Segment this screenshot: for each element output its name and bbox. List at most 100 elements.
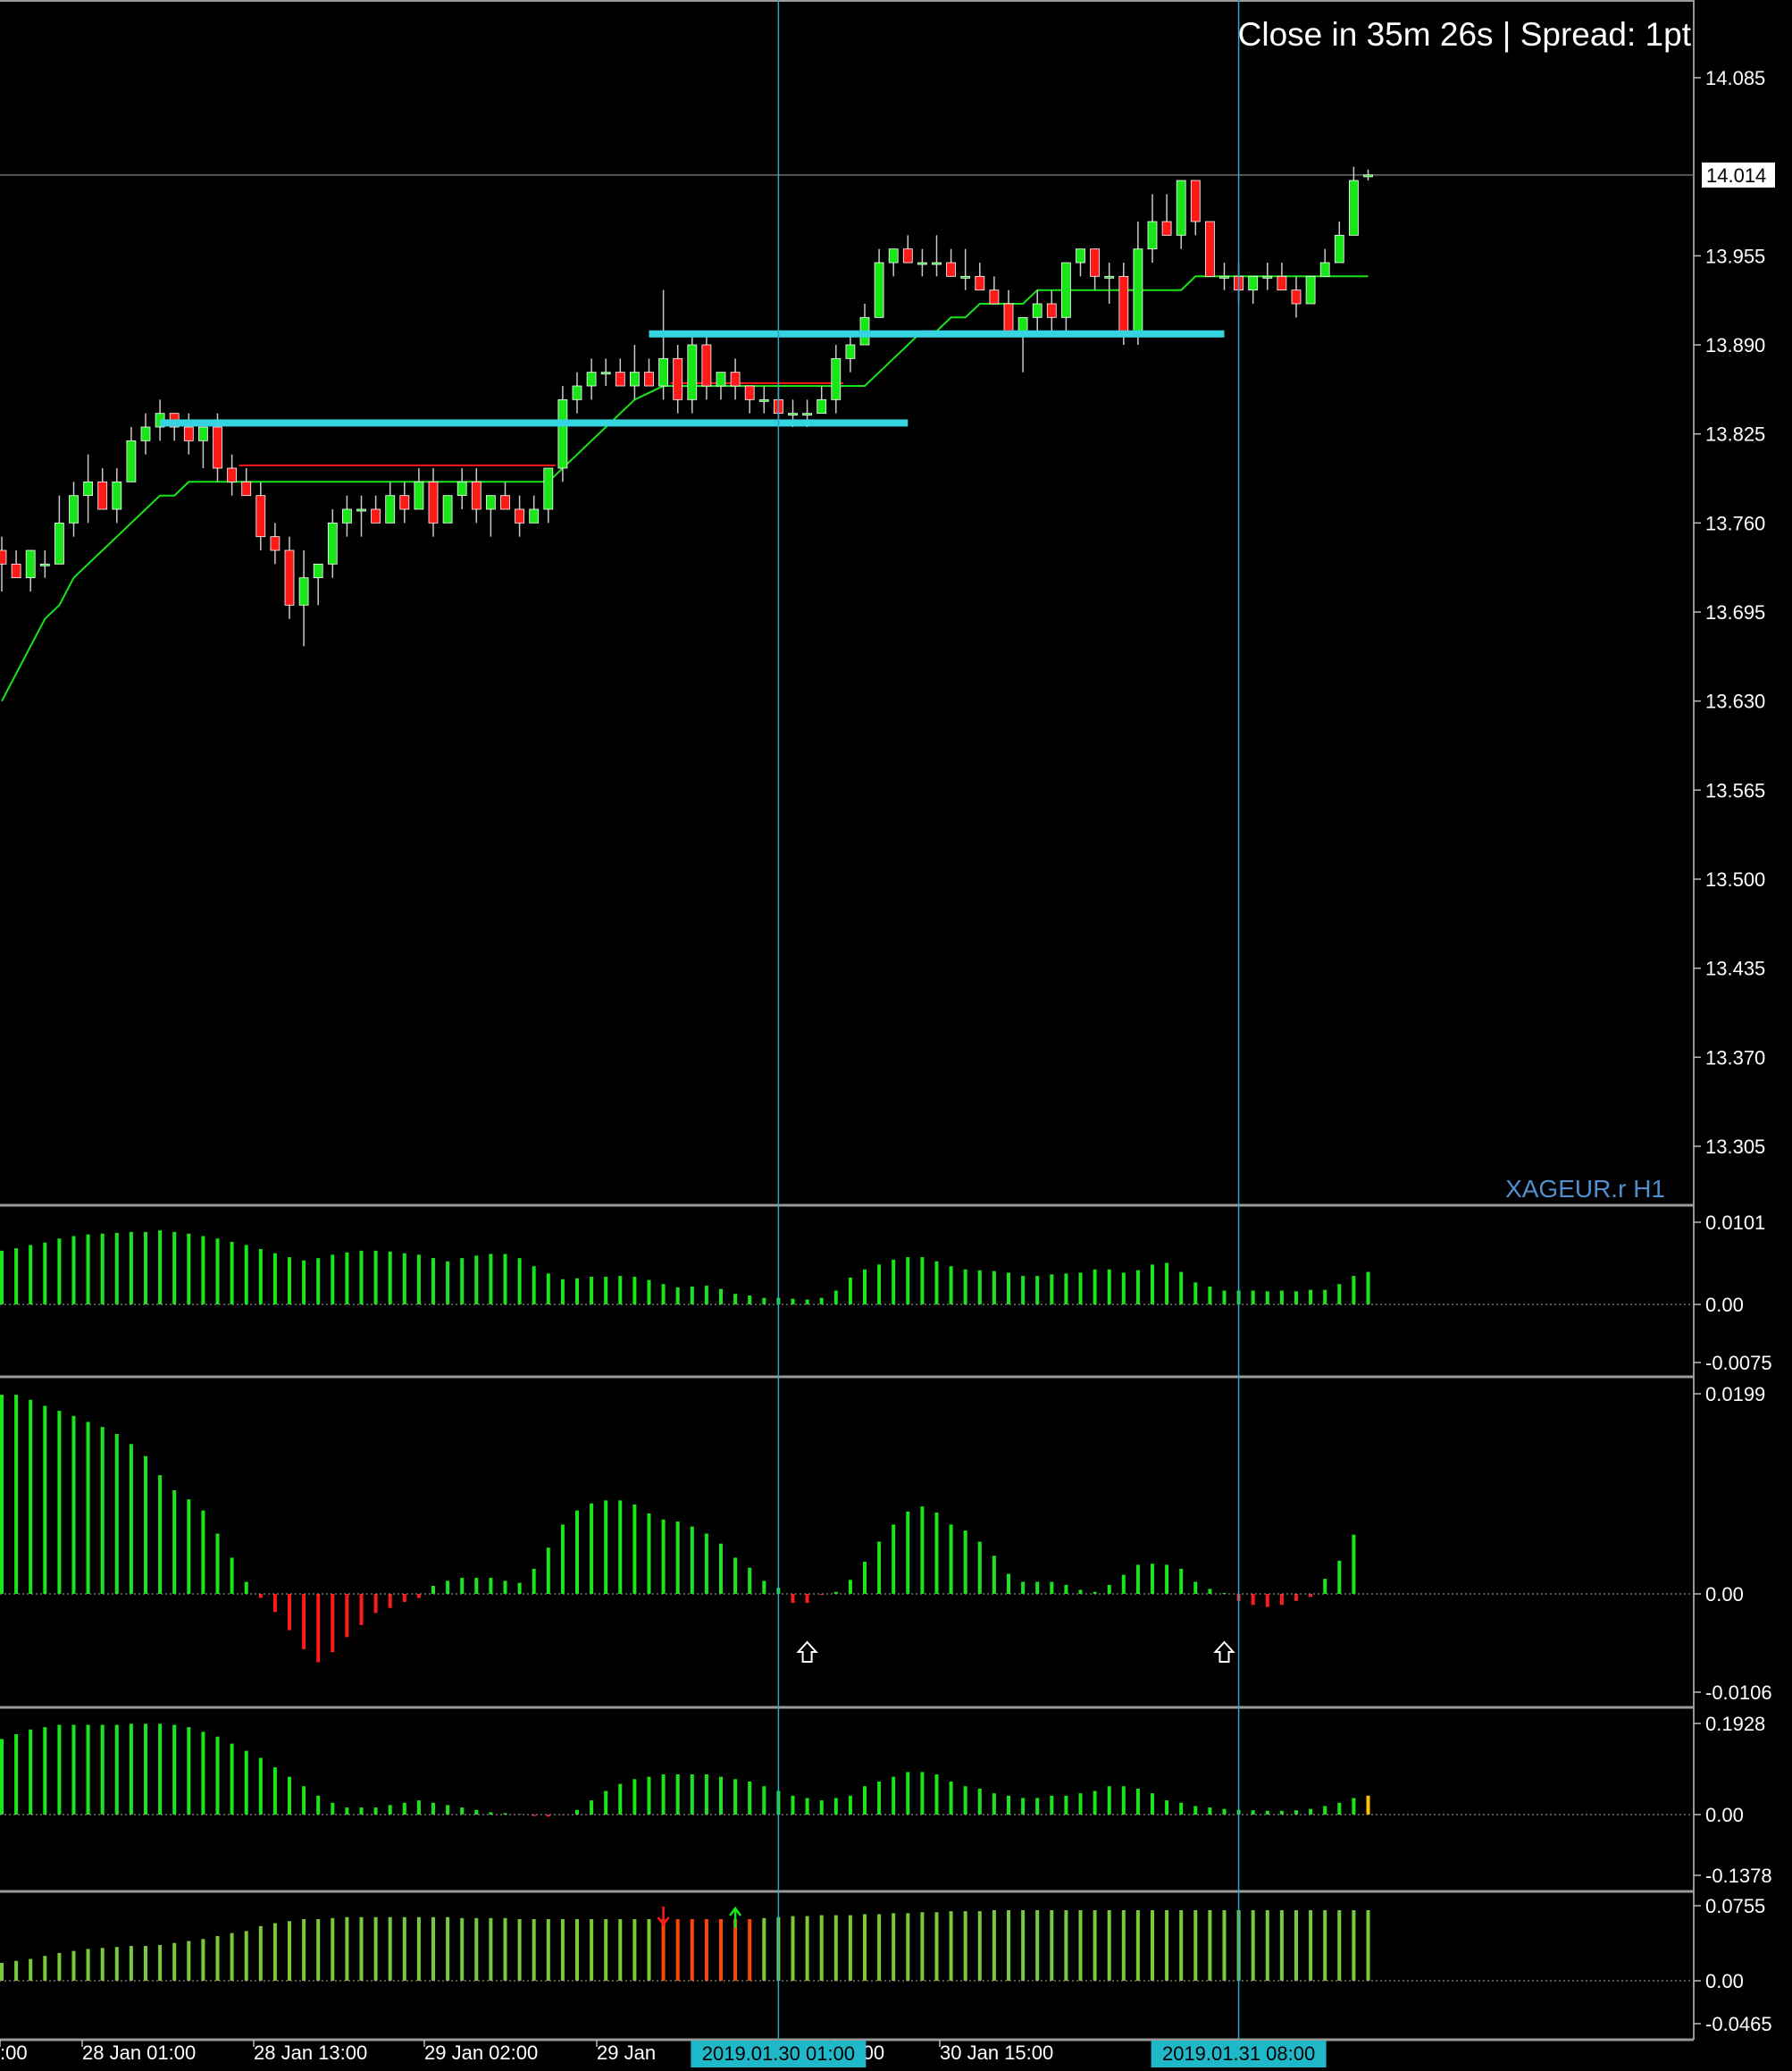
bull-candle (874, 262, 884, 318)
bull-candle (456, 481, 467, 497)
indicator-tick-label: 0.0199 (1705, 1383, 1765, 1405)
bull-candle (1147, 221, 1158, 250)
bull-candle (917, 262, 927, 265)
bull-candle (1219, 275, 1229, 279)
bear-candle (1161, 221, 1172, 236)
price-tick-label: 13.825 (1705, 423, 1765, 446)
price-tick-label: 13.955 (1705, 245, 1765, 267)
time-tick-label: 29 Jan 02:00 (424, 2042, 538, 2064)
bear-candle (371, 508, 381, 524)
vertical-lines (777, 0, 1240, 2040)
bear-candle (1090, 248, 1100, 277)
bull-candle (758, 398, 769, 402)
price-axis: 14.085 13.955 13.890 13.825 13.760 13.695 13.6… (1694, 67, 1775, 2035)
bull-candle (356, 508, 366, 512)
bull-candle (845, 344, 856, 359)
indicator-tick-label: 0.00 (1705, 1294, 1744, 1316)
bull-candle (630, 372, 640, 387)
bear-candle (11, 563, 21, 579)
bull-candle (572, 385, 582, 400)
bear-candle (227, 467, 238, 482)
bear-candle (701, 344, 712, 387)
time-axis: :00 28 Jan 01:00 28 Jan 13:00 29 Jan 02:00 2… (0, 2040, 1327, 2067)
indicator-panel-2 (0, 1395, 1694, 1663)
bear-candle (902, 248, 913, 264)
bull-candle (600, 372, 611, 375)
bear-candle (255, 495, 266, 538)
indicator-panel-3 (0, 1723, 1694, 1817)
bull-candle (802, 413, 812, 416)
time-highlight-box (1151, 2041, 1327, 2067)
bear-candle (730, 372, 741, 387)
bear-candle (284, 549, 295, 606)
bear-candle (213, 426, 222, 469)
bear-candle (1190, 180, 1201, 222)
bull-candle (197, 426, 208, 441)
indicator-tick-label: -0.0106 (1705, 1681, 1772, 1704)
indicator-tick-label: 0.00 (1705, 1583, 1744, 1606)
price-tick-label: 13.565 (1705, 779, 1765, 801)
bull-candle (298, 577, 309, 606)
bear-candle (1205, 221, 1215, 277)
bull-candle (83, 481, 93, 497)
indicator-panel-1 (0, 1230, 1694, 1305)
bear-candle (615, 372, 625, 387)
bear-candle (0, 549, 7, 565)
bear-candle (644, 372, 654, 387)
bull-candle (341, 508, 352, 524)
bull-candle (788, 413, 798, 416)
bull-candle (39, 563, 50, 566)
indicator-tick-label: 0.00 (1705, 1970, 1744, 1992)
bear-candle (241, 481, 252, 497)
bull-candle (1032, 303, 1043, 318)
indicator-tick-label: 0.0755 (1705, 1895, 1765, 1917)
bear-candle (1003, 303, 1014, 332)
bull-candle (1176, 180, 1186, 236)
price-tick-label: 13.695 (1705, 601, 1765, 624)
time-tick-label: 30 Jan 15:00 (940, 2042, 1053, 2064)
bull-candle (385, 495, 396, 524)
bear-candle (183, 426, 194, 441)
current-price-box (1702, 162, 1775, 188)
bull-candle (1334, 234, 1344, 264)
time-tick-label: :00 (0, 2042, 28, 2064)
bull-candle (557, 398, 568, 469)
bull-candle (54, 522, 64, 565)
bull-candle (140, 426, 151, 441)
indicator-tick-label: -0.0075 (1705, 1352, 1772, 1374)
time-tick-label: 29 Jan (597, 2042, 656, 2064)
price-tick-label: 13.435 (1705, 958, 1765, 980)
price-tick-label: 13.500 (1705, 868, 1765, 891)
time-tick-label: 28 Jan 01:00 (82, 2042, 196, 2064)
bull-candle (687, 344, 698, 400)
indicator-tick-label: 0.00 (1705, 1804, 1744, 1826)
bull-candle (831, 357, 842, 400)
price-tick-label: 14.085 (1705, 67, 1765, 89)
bull-candle (932, 262, 942, 265)
price-tick-label: 13.370 (1705, 1046, 1765, 1069)
bull-candle (327, 522, 338, 565)
support-resistance-level (649, 330, 1225, 338)
bear-candle (428, 481, 439, 524)
bear-candle (399, 495, 410, 510)
bear-candle (975, 275, 985, 291)
up-arrow-signal-icon (1213, 1640, 1235, 1663)
price-tick-label: 13.630 (1705, 691, 1765, 713)
price-panel (0, 166, 1694, 702)
indicator-tick-label: -0.1378 (1705, 1865, 1772, 1887)
bull-candle (1076, 248, 1085, 264)
bull-candle (960, 275, 971, 279)
bear-candle (744, 385, 755, 400)
bear-candle (97, 481, 108, 510)
indicator-tick-label: -0.0465 (1705, 2013, 1772, 2035)
bear-candle (989, 289, 1000, 305)
bull-candle (543, 467, 554, 510)
bear-candle (946, 262, 956, 277)
bull-candle (1262, 275, 1273, 279)
bull-candle (25, 549, 36, 579)
bull-candle (1133, 248, 1143, 332)
current-price-label: 14.014 (1706, 164, 1766, 187)
bear-candle (1118, 275, 1129, 332)
